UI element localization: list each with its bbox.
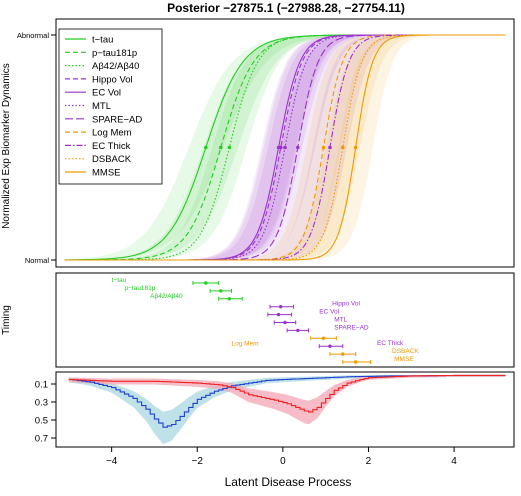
curve-midpoint-9	[340, 145, 345, 150]
density-ytick-label-1: 0.3	[35, 398, 48, 409]
curve-midpoint-10	[353, 145, 358, 150]
x-tick-label-2: 0	[280, 456, 286, 467]
curve-midpoint-8	[328, 145, 332, 150]
legend-label-5: MTL	[92, 101, 111, 112]
curve-midpoint-7	[321, 145, 326, 150]
legend-label-9: DSBACK	[92, 154, 132, 165]
timing-label-5: MTL	[334, 317, 347, 324]
timing-point-7	[321, 336, 326, 340]
curve-midpoint-4	[276, 145, 281, 150]
curve-midpoint-0	[204, 145, 208, 150]
curve-midpoint-1	[218, 145, 223, 150]
density-band-1	[68, 375, 506, 425]
x-tick-label-1: −2	[192, 456, 204, 467]
timing-point-3	[279, 305, 283, 309]
density-curve-0	[68, 374, 506, 428]
curve-midpoint-2	[227, 145, 232, 150]
density-ytick-label-3: 0.7	[35, 434, 48, 445]
timing-label-2: Aβ42/Aβ40	[150, 293, 183, 300]
timing-point-1	[219, 289, 223, 293]
timing-point-9	[341, 352, 345, 356]
timing-point-4	[276, 312, 281, 317]
timing-label-6: SPARE−AD	[334, 324, 369, 331]
legend-label-10: MMSE	[92, 168, 121, 179]
density-ytick-label-2: 0.5	[35, 416, 48, 427]
x-tick-label-4: 4	[451, 456, 457, 467]
timing-label-8: EC Thick	[377, 340, 404, 347]
curve-1	[64, 34, 506, 261]
density-ytick-label-0: 0.1	[35, 380, 48, 391]
legend-label-2: Aβ42/Aβ40	[92, 61, 139, 72]
timing-label-0: t−tau	[112, 277, 127, 284]
x-tick-label-3: 2	[366, 456, 372, 467]
timing-label-10: MMSE	[394, 356, 414, 363]
density-panel: 0.1 0.3 0.5 0.7 −4 −2 0 2 4	[35, 371, 515, 467]
timing-point-8	[328, 344, 332, 348]
legend-label-3: Hippo Vol	[92, 74, 133, 85]
curve-10	[64, 34, 506, 261]
timing-point-5	[283, 320, 287, 325]
legend-label-1: p−tau181p	[92, 48, 137, 59]
legend-label-7: Log Mem	[92, 128, 132, 139]
timing-point-10	[353, 360, 358, 364]
timing-point-0	[204, 281, 208, 285]
uncertainty-band-0	[64, 35, 506, 260]
curve-midpoint-6	[296, 145, 300, 150]
x-axis-label: Latent Disease Process	[225, 475, 352, 489]
dynamics-panel: Abnormal Normal t−tau p−tau181p Aβ42/Aβ40 Hip…	[17, 18, 515, 268]
density-frame	[55, 371, 515, 448]
timing-point-2	[227, 297, 232, 301]
legend-label-6: SPARE−AD	[92, 114, 142, 125]
timing-label-1: p−tau181p	[124, 285, 155, 292]
timing-frame	[55, 272, 515, 368]
legend-label-8: EC Thick	[92, 141, 131, 152]
density-band-0	[68, 375, 506, 445]
timing-label: Timing	[1, 305, 12, 335]
legend-label-4: EC Vol	[92, 88, 121, 99]
y-axis-label: Normalized Exp Biomarker Dynamics	[1, 63, 12, 229]
legend: t−tau p−tau181p Aβ42/Aβ40 Hippo Vol EC Vol MT…	[58, 28, 163, 185]
timing-label-3: Hippo Vol	[332, 301, 360, 308]
y-tick-label-normal: Normal	[25, 256, 50, 265]
timing-point-6	[296, 328, 300, 333]
y-tick-label-abnormal: Abnormal	[17, 31, 49, 40]
timing-label-4: EC Vol	[319, 309, 339, 316]
x-tick-label-0: −4	[106, 456, 118, 467]
timing-label-9: DSBACK	[392, 348, 419, 355]
timing-label-7: Log Mem	[231, 340, 258, 347]
dynamics-frame	[55, 18, 515, 268]
legend-label-0: t−tau	[92, 35, 113, 46]
chart-title: Posterior −27875.1 (−27988.28, −27754.11…	[167, 1, 405, 15]
density-curve-1	[68, 374, 506, 413]
curve-midpoint-5	[283, 145, 287, 150]
